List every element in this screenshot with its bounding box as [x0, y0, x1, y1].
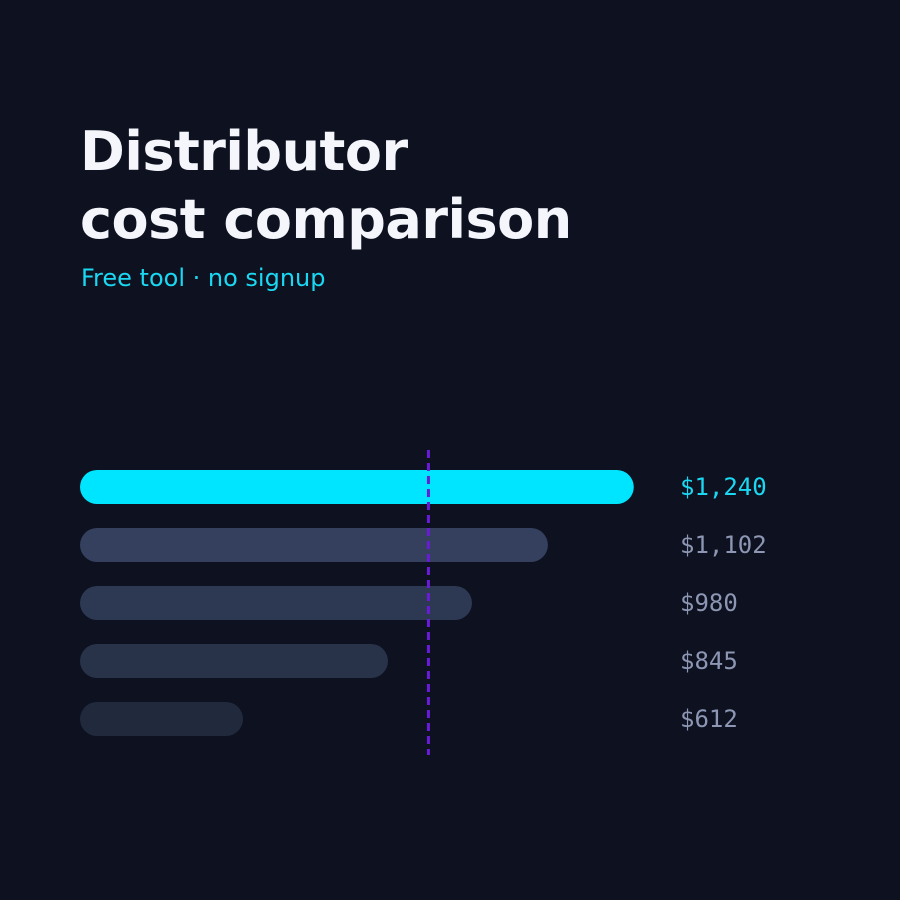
- bar: [80, 644, 388, 678]
- bar: [80, 702, 244, 736]
- value-label: $845: [680, 647, 738, 675]
- bar: [80, 528, 548, 562]
- value-label: $1,240: [680, 473, 767, 501]
- bar: [80, 586, 472, 620]
- subtitle: Free tool · no signup: [81, 264, 326, 292]
- value-label: $980: [680, 589, 738, 617]
- value-label: $1,102: [680, 531, 767, 559]
- bar: [80, 470, 634, 504]
- title: Distributor cost comparison: [80, 120, 572, 251]
- value-label: $612: [680, 705, 738, 733]
